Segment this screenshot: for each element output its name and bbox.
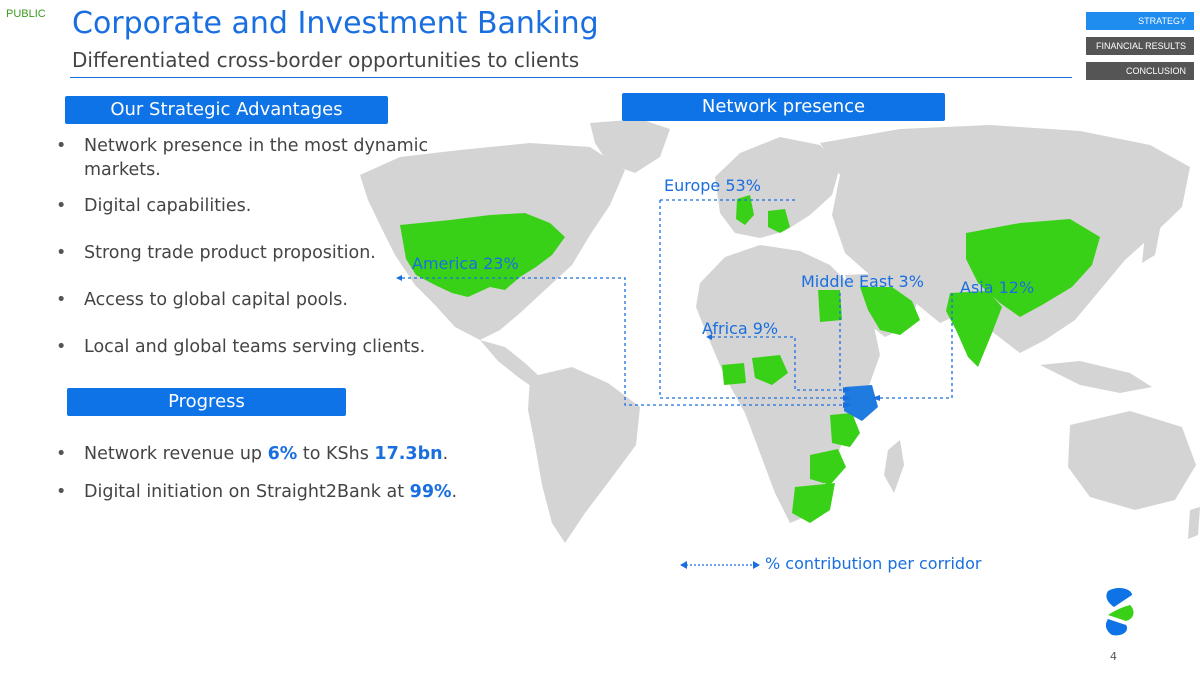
- progress-heading: Progress: [67, 388, 346, 416]
- progress-item-digital-initiation: Digital initiation on Straight2Bank at 9…: [56, 480, 516, 504]
- progress-item-network-revenue: Network revenue up 6% to KShs 17.3bn.: [56, 442, 516, 466]
- nav-strategy[interactable]: STRATEGY: [1086, 12, 1194, 30]
- corridor-africa: [712, 336, 845, 391]
- label-africa: Africa 9%: [702, 319, 779, 338]
- advantage-item: Digital capabilities.: [56, 194, 476, 218]
- label-asia: Asia 12%: [960, 278, 1035, 297]
- country-zambia: [810, 449, 846, 485]
- country-ghana: [722, 363, 746, 385]
- corridor-europe: [659, 200, 845, 399]
- advantage-item: Network presence in the most dynamic mar…: [56, 134, 476, 182]
- nav-conclusion[interactable]: CONCLUSION: [1086, 62, 1194, 80]
- page-number: 4: [1110, 650, 1117, 663]
- country-south-africa: [792, 483, 835, 523]
- page-subtitle: Differentiated cross-border opportunitie…: [72, 48, 580, 72]
- corridor-arrowheads: [396, 275, 880, 408]
- advantage-item: Local and global teams serving clients.: [56, 335, 476, 359]
- corridor-lines: [402, 199, 953, 406]
- nav-financial-results[interactable]: FINANCIAL RESULTS: [1086, 37, 1194, 55]
- hub-kenya: [844, 385, 878, 421]
- network-revenue-amount: 17.3bn: [374, 444, 443, 464]
- country-saudi-arabia: [860, 287, 920, 335]
- digital-initiation-pct: 99%: [409, 482, 452, 502]
- header-divider: [70, 77, 1072, 78]
- page-title: Corporate and Investment Banking: [72, 6, 599, 41]
- label-europe: Europe 53%: [664, 176, 761, 195]
- advantage-item: Access to global capital pools.: [56, 288, 476, 312]
- progress-list: Network revenue up 6% to KShs 17.3bn. Di…: [56, 442, 516, 504]
- label-middle-east: Middle East 3%: [801, 272, 924, 291]
- progress-text: .: [451, 482, 458, 502]
- legend-arrow-icon: [680, 561, 760, 569]
- country-usa: [400, 213, 565, 297]
- progress-text: Digital initiation on Straight2Bank at: [84, 482, 410, 502]
- country-uk: [736, 195, 754, 225]
- country-tanzania: [830, 413, 860, 447]
- strategic-advantages-list: Network presence in the most dynamic mar…: [56, 134, 476, 359]
- network-revenue-growth: 6%: [267, 444, 298, 464]
- corridor-asia: [878, 293, 953, 399]
- country-nigeria: [752, 355, 788, 385]
- network-presence-heading: Network presence: [622, 93, 945, 121]
- advantage-item: Strong trade product proposition.: [56, 241, 476, 265]
- network-countries: [400, 195, 1100, 523]
- progress-text: to KShs: [297, 444, 375, 464]
- country-egypt: [818, 290, 842, 322]
- legend-text: % contribution per corridor: [765, 554, 982, 573]
- progress-text: .: [442, 444, 449, 464]
- strategic-advantages-heading: Our Strategic Advantages: [65, 96, 388, 124]
- classification-label: PUBLIC: [6, 8, 46, 20]
- bank-logo-icon: [1105, 588, 1134, 636]
- country-china: [966, 219, 1100, 317]
- country-germany: [768, 209, 790, 233]
- progress-text: Network revenue up: [84, 444, 268, 464]
- country-india: [946, 291, 1002, 367]
